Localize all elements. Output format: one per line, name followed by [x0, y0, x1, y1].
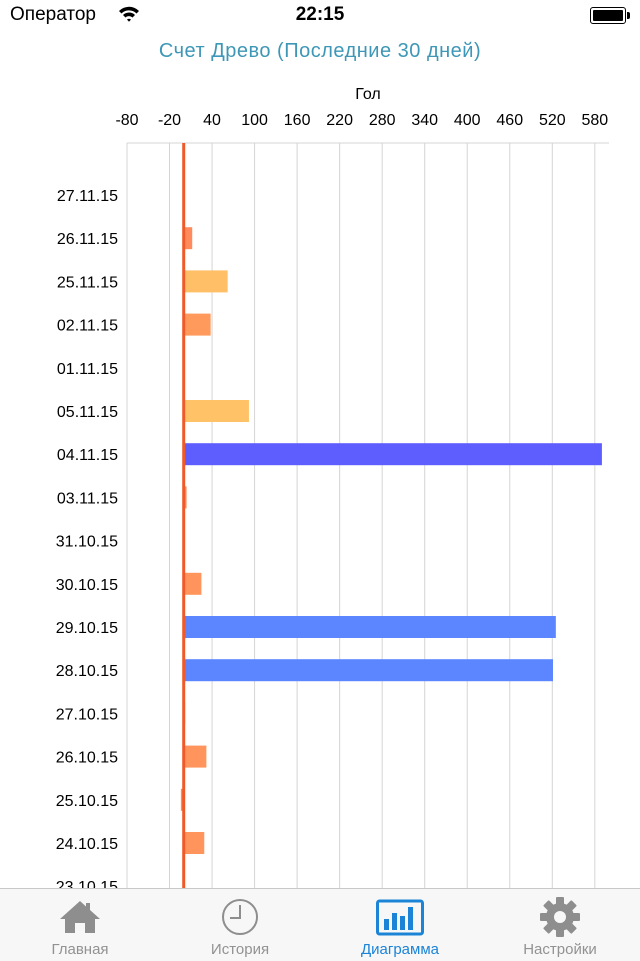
bar	[183, 400, 249, 422]
category-label: 28.10.15	[56, 663, 118, 680]
tab-settings[interactable]: Настройки	[480, 889, 640, 961]
x-axis-label: Гол	[355, 86, 381, 103]
category-label: 27.10.15	[56, 706, 118, 723]
bar-chart: -80 -20 40 100 160 220 280 340 400 460 520 580 27.11…	[56, 112, 609, 888]
category-label: 30.10.15	[56, 577, 118, 594]
carrier-label: Оператор	[10, 4, 96, 25]
x-tick-label: 160	[284, 112, 311, 129]
x-tick-label: 280	[369, 112, 396, 129]
wifi-icon	[118, 6, 140, 27]
tab-label: Диаграмма	[360, 941, 439, 958]
category-label: 26.10.15	[56, 750, 118, 767]
home-icon	[56, 897, 104, 937]
bar	[183, 745, 207, 768]
tab-home[interactable]: Главная	[0, 889, 160, 961]
tab-label: Главная	[51, 941, 109, 958]
category-label: 25.11.15	[57, 274, 118, 291]
bar	[183, 832, 205, 854]
x-tick-label: 220	[326, 112, 353, 129]
x-tick-label: 580	[581, 112, 608, 129]
x-tick-label: 460	[496, 112, 523, 129]
category-label: 05.11.15	[57, 404, 118, 421]
status-bar: Оператор 22:15	[0, 0, 640, 32]
bar	[183, 227, 193, 250]
category-label: 29.10.15	[56, 620, 118, 637]
x-tick-label: 100	[241, 112, 268, 129]
bar	[183, 616, 556, 638]
tab-label: Настройки	[523, 941, 597, 958]
x-tick-label: 340	[411, 112, 438, 129]
tab-label: История	[210, 941, 270, 958]
clock: 22:15	[295, 4, 345, 25]
category-label: 26.11.15	[57, 231, 118, 248]
x-tick-label: 400	[454, 112, 481, 129]
x-tick-label: 520	[539, 112, 566, 129]
x-tick-label: 40	[203, 112, 221, 129]
bar	[183, 659, 554, 682]
clock-icon	[216, 897, 264, 937]
gear-icon	[536, 897, 584, 937]
category-label: 23.10.15	[56, 879, 118, 888]
category-label: 27.11.15	[57, 188, 118, 205]
bar	[183, 313, 211, 336]
bar	[183, 443, 602, 466]
x-tick-label: -80	[115, 112, 138, 129]
category-label: 25.10.15	[56, 793, 118, 810]
x-tick-label: -20	[158, 112, 181, 129]
chart-title: Счет Древо (Последние 30 дней)	[158, 40, 482, 62]
tab-chart[interactable]: Диаграмма	[320, 889, 480, 961]
category-label: 02.11.15	[57, 318, 118, 335]
category-label: 04.11.15	[57, 447, 118, 464]
category-label: 03.11.15	[57, 490, 118, 507]
category-label: 01.11.15	[57, 361, 118, 378]
tab-bar: Главная История Диаграмма	[0, 888, 640, 961]
bar	[183, 572, 202, 595]
bar-chart-icon	[376, 897, 424, 937]
tab-history[interactable]: История	[160, 889, 320, 961]
battery-icon	[590, 7, 630, 24]
category-label: 31.10.15	[56, 534, 118, 551]
bar	[183, 270, 228, 293]
category-label: 24.10.15	[56, 836, 118, 853]
